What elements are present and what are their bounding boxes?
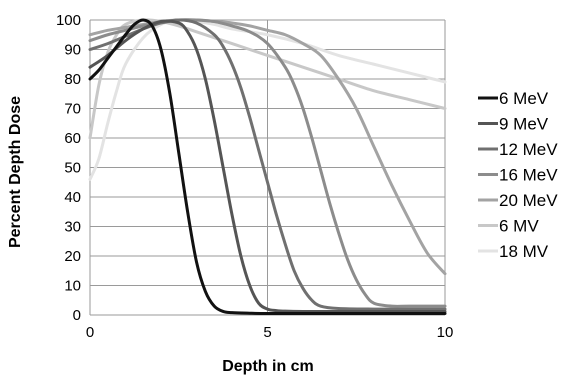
y-tick-label: 90 bbox=[64, 42, 81, 59]
y-tick-label: 100 bbox=[56, 12, 81, 29]
legend-label-12-mev: 12 MeV bbox=[499, 140, 558, 159]
legend: 6 MeV 9 MeV 12 MeV 16 MeV 20 MeV 6 MV 18 MV bbox=[478, 89, 558, 261]
x-axis-title: Depth in cm bbox=[222, 358, 314, 375]
x-tick-label: 0 bbox=[86, 324, 94, 341]
y-tick-label: 40 bbox=[64, 189, 81, 206]
legend-label-16-mev: 16 MeV bbox=[499, 166, 558, 185]
legend-label-18-mv: 18 MV bbox=[499, 242, 549, 261]
y-tick-label: 10 bbox=[64, 278, 81, 295]
tick-labels: 0 10 20 30 40 50 60 70 80 90 100 0 5 10 bbox=[56, 12, 453, 341]
y-axis-title: Percent Depth Dose bbox=[7, 96, 24, 248]
grid bbox=[89, 19, 446, 316]
y-tick-label: 80 bbox=[64, 71, 81, 88]
series-line-6-mev bbox=[88, 18, 447, 316]
legend-label-9-mev: 9 MeV bbox=[499, 115, 549, 134]
legend-label-6-mv: 6 MV bbox=[499, 217, 539, 236]
y-tick-label: 60 bbox=[64, 130, 81, 147]
series-lines bbox=[88, 18, 447, 316]
series-line-9-mev bbox=[88, 19, 447, 313]
y-tick-label: 0 bbox=[73, 307, 81, 324]
x-tick-label: 5 bbox=[263, 324, 271, 341]
y-tick-label: 30 bbox=[64, 219, 81, 236]
legend-label-20-mev: 20 MeV bbox=[499, 191, 558, 210]
y-tick-label: 70 bbox=[64, 101, 81, 118]
legend-label-6-mev: 6 MeV bbox=[499, 89, 549, 108]
y-tick-label: 50 bbox=[64, 160, 81, 177]
x-tick-label: 10 bbox=[437, 324, 454, 341]
y-tick-label: 20 bbox=[64, 248, 81, 265]
series-line-12-mev bbox=[88, 18, 447, 311]
